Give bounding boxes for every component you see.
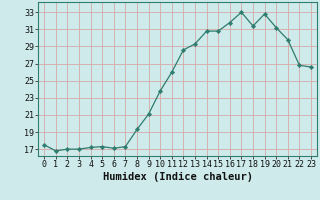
X-axis label: Humidex (Indice chaleur): Humidex (Indice chaleur): [103, 172, 252, 182]
